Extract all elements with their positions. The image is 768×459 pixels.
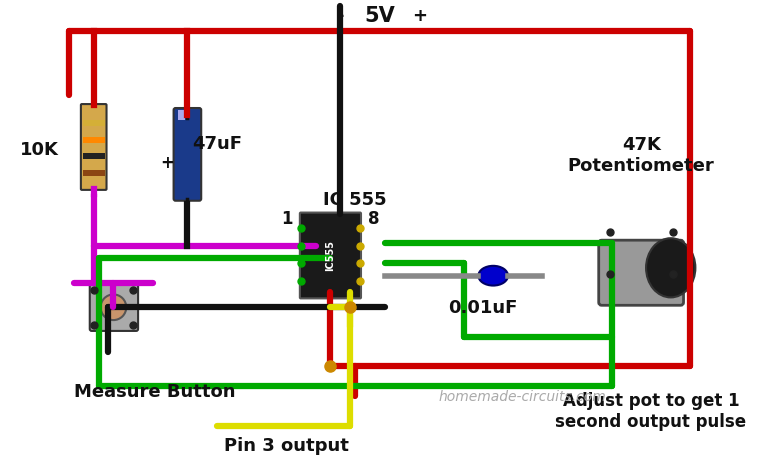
- Text: IC555: IC555: [326, 240, 336, 271]
- Bar: [83, 121, 104, 127]
- Bar: [83, 154, 104, 160]
- Text: 47uF: 47uF: [192, 134, 242, 152]
- Text: 5V: 5V: [364, 6, 395, 26]
- Bar: [83, 171, 104, 177]
- Text: 0.01uF: 0.01uF: [449, 299, 518, 317]
- Circle shape: [101, 295, 126, 320]
- Text: Adjust pot to get 1
second output pulse: Adjust pot to get 1 second output pulse: [555, 392, 746, 430]
- FancyBboxPatch shape: [81, 105, 107, 190]
- Text: +: +: [412, 7, 427, 25]
- FancyBboxPatch shape: [174, 109, 201, 202]
- Text: Pin 3 output: Pin 3 output: [223, 437, 349, 454]
- Bar: [177, 111, 185, 121]
- FancyBboxPatch shape: [300, 213, 361, 299]
- Text: Measure Button: Measure Button: [74, 382, 236, 400]
- Text: homemade-circuits.com: homemade-circuits.com: [439, 389, 607, 403]
- Text: 8: 8: [368, 210, 379, 228]
- Text: IC 555: IC 555: [323, 190, 387, 208]
- Text: -: -: [336, 7, 344, 25]
- Text: 47K
Potentiometer: 47K Potentiometer: [568, 136, 714, 174]
- Ellipse shape: [478, 266, 508, 286]
- Text: 10K: 10K: [20, 141, 59, 159]
- FancyBboxPatch shape: [90, 283, 138, 331]
- FancyBboxPatch shape: [599, 241, 684, 306]
- Text: 1: 1: [281, 210, 293, 228]
- Text: +: +: [161, 154, 174, 172]
- Bar: [83, 137, 104, 143]
- Ellipse shape: [646, 239, 695, 298]
